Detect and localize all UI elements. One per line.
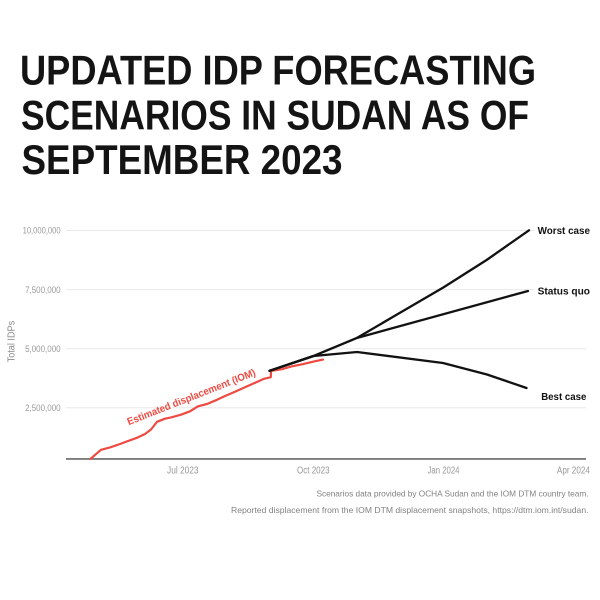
svg-text:Jan 2024: Jan 2024 (428, 466, 460, 477)
svg-text:Apr 2024: Apr 2024 (557, 466, 591, 477)
svg-text:Reported displacement from the: Reported displacement from the IOM DTM d… (231, 505, 589, 515)
svg-text:Worst case: Worst case (538, 226, 591, 237)
svg-text:10,000,000: 10,000,000 (23, 226, 61, 236)
svg-text:SCENARIOS IN SUDAN AS OF: SCENARIOS IN SUDAN AS OF (21, 92, 529, 139)
svg-text:Oct 2023: Oct 2023 (297, 466, 330, 477)
svg-text:UPDATED IDP FORECASTING: UPDATED IDP FORECASTING (20, 47, 536, 94)
svg-text:Total IDPs: Total IDPs (7, 321, 18, 363)
svg-text:Status quo: Status quo (538, 286, 590, 297)
svg-text:SEPTEMBER 2023: SEPTEMBER 2023 (22, 136, 343, 183)
svg-text:Best case: Best case (541, 392, 587, 403)
svg-text:Jul 2023: Jul 2023 (167, 466, 199, 477)
svg-text:5,000,000: 5,000,000 (25, 344, 61, 354)
svg-text:7,500,000: 7,500,000 (25, 285, 61, 295)
svg-text:Scenarios data provided by OCH: Scenarios data provided by OCHA Sudan an… (317, 488, 589, 498)
svg-text:2,500,000: 2,500,000 (25, 403, 61, 413)
